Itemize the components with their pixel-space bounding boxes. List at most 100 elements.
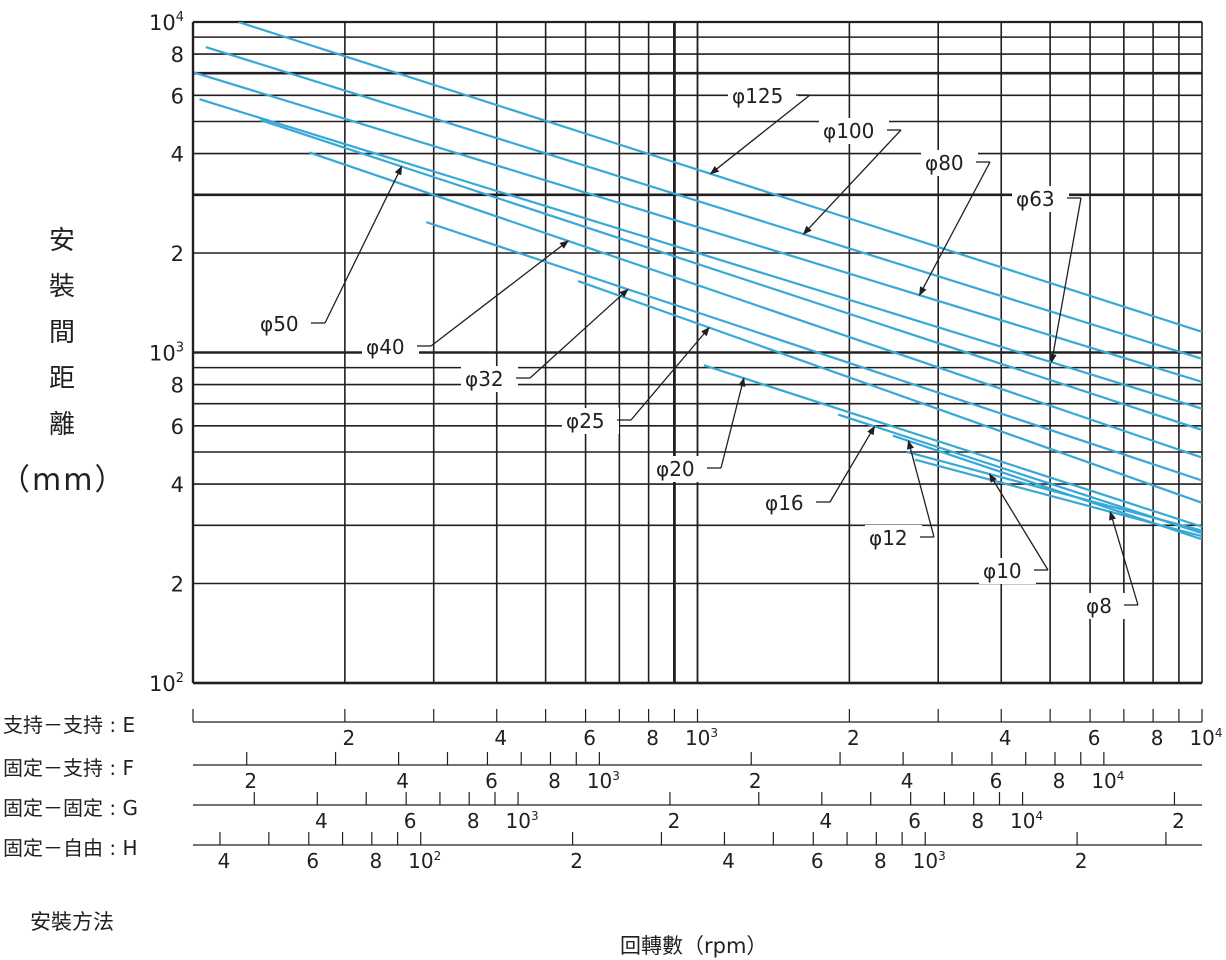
- scale-tick-label: 104: [1189, 726, 1222, 750]
- annotation-label: φ12: [869, 526, 908, 550]
- annotation-arrow: [720, 377, 746, 469]
- y-axis-title-char: 離: [48, 410, 75, 440]
- mounting-method-label-h: 固定－自由 : H: [3, 836, 138, 860]
- scale-tick-label: 2: [343, 726, 356, 750]
- scale-tick-label: 6: [1088, 726, 1101, 750]
- series-line: [914, 458, 1202, 538]
- annotation-label: φ32: [465, 367, 504, 391]
- annotation-label: φ8: [1086, 594, 1112, 618]
- series-line: [906, 450, 1202, 532]
- scale-tick-label: 8: [1151, 726, 1164, 750]
- mounting-method-name: 支持－支持: [3, 713, 103, 737]
- annotation-arrow: [1049, 197, 1082, 364]
- annotation-label-bg: [256, 311, 313, 337]
- y-axis-title-char: 距: [48, 364, 75, 394]
- scale-tick-label: 104: [1010, 809, 1043, 833]
- mounting-method-name: 固定－支持: [3, 756, 103, 780]
- scale-tick-label: 6: [485, 769, 498, 793]
- y-tick-label: 102: [149, 671, 184, 696]
- grid: [192, 20, 1203, 685]
- y-tick-label: 4: [171, 473, 184, 497]
- annotation-label-bg: [728, 83, 798, 109]
- annotation-label-bg: [652, 456, 709, 482]
- series-line: [193, 71, 1202, 383]
- scale-tick-label: 8: [369, 849, 382, 873]
- annotation-label: φ16: [765, 491, 804, 515]
- scale-tick-label: 6: [990, 769, 1003, 793]
- scale-tick-label: 8: [1053, 769, 1066, 793]
- y-tick-label: 2: [171, 573, 184, 597]
- y-tick-label: 2: [171, 242, 184, 266]
- annotation-label: φ63: [1016, 187, 1055, 211]
- scale-tick-label: 8: [971, 809, 984, 833]
- series-line: [260, 119, 1202, 431]
- y-tick-label: 4: [171, 143, 184, 167]
- annotation-label: φ40: [366, 335, 405, 359]
- scale-tick-label: 4: [315, 809, 328, 833]
- mounting-method-code: H: [122, 836, 138, 860]
- scale-tick-label: 6: [811, 849, 824, 873]
- annotation-label: φ100: [823, 119, 874, 143]
- annotation-label-bg: [461, 366, 518, 392]
- scale-tick-label: 103: [685, 726, 718, 750]
- scale-tick-label: 6: [908, 809, 921, 833]
- scale-tick-label: 2: [1075, 849, 1088, 873]
- y-tick-label: 6: [171, 415, 184, 439]
- annotation-label-bg: [1012, 186, 1069, 212]
- y-tick-label: 6: [171, 84, 184, 108]
- mounting-method-code: G: [122, 796, 138, 820]
- annotation-label: φ50: [260, 312, 299, 336]
- scale-tick-label: 103: [587, 769, 620, 793]
- scale-tick-label: 2: [847, 726, 860, 750]
- scale-tick-label: 2: [1172, 809, 1185, 833]
- scale-tick-label: 4: [819, 809, 832, 833]
- annotation-arrow: [324, 165, 403, 324]
- annotation-label-bg: [1082, 593, 1126, 619]
- scale-tick-label: 4: [901, 769, 914, 793]
- annotation-label: φ20: [656, 457, 695, 481]
- scale-tick-label: 4: [722, 849, 735, 873]
- y-tick-label: 103: [149, 341, 184, 366]
- scale-tick-label: 103: [506, 809, 539, 833]
- annotation-label-bg: [865, 525, 922, 551]
- scale-tick-label: 6: [404, 809, 417, 833]
- series-line: [205, 45, 1202, 360]
- mounting-method-code: E: [122, 713, 136, 737]
- series-line: [577, 280, 1202, 504]
- scale-tick-label: 2: [668, 809, 681, 833]
- y-axis-unit: （mm）: [0, 463, 127, 498]
- scale-tick-label: 8: [467, 809, 480, 833]
- annotation-label-bg: [921, 150, 978, 176]
- scale-tick-label: 4: [999, 726, 1012, 750]
- series-line: [425, 221, 1202, 482]
- y-axis-title-char: 間: [48, 318, 75, 348]
- annotation-arrow: [802, 129, 902, 235]
- annotation-arrow: [906, 440, 935, 538]
- scale-tick-label: 4: [396, 769, 409, 793]
- series-layer: [193, 22, 1202, 541]
- annotation-label: φ10: [983, 559, 1022, 583]
- scale-tick-label: 4: [494, 726, 507, 750]
- annotation-label-bg: [979, 558, 1036, 584]
- scale-tick-label: 103: [913, 849, 946, 873]
- y-tick-label: 8: [171, 374, 184, 398]
- annotation-arrow: [918, 161, 991, 296]
- scale-tick-label: 2: [749, 769, 762, 793]
- x-axis-title: 回轉數（rpm）: [620, 934, 768, 958]
- scale-tick-label: 2: [244, 769, 257, 793]
- y-tick-label: 8: [171, 43, 184, 67]
- scale-tick-label: 104: [1091, 769, 1124, 793]
- annotations-layer: φ125 φ100 φ80 φ63 φ50 φ40 φ32 φ25 φ20 φ16 φ12 φ10 φ8: [256, 83, 1139, 619]
- y-axis-title-char: 裝: [48, 272, 75, 302]
- mounting-method-code: F: [122, 756, 134, 780]
- mounting-method-name: 固定－自由: [3, 836, 103, 860]
- annotation-label-bg: [761, 490, 818, 516]
- scale-tick-label: 102: [408, 849, 441, 873]
- annotation-arrow: [829, 425, 876, 503]
- annotation-arrow: [430, 240, 569, 347]
- scale-tick-label: 8: [646, 726, 659, 750]
- annotation-label: φ25: [566, 409, 605, 433]
- scale-tick-label: 4: [218, 849, 231, 873]
- annotation-arrow: [709, 94, 811, 175]
